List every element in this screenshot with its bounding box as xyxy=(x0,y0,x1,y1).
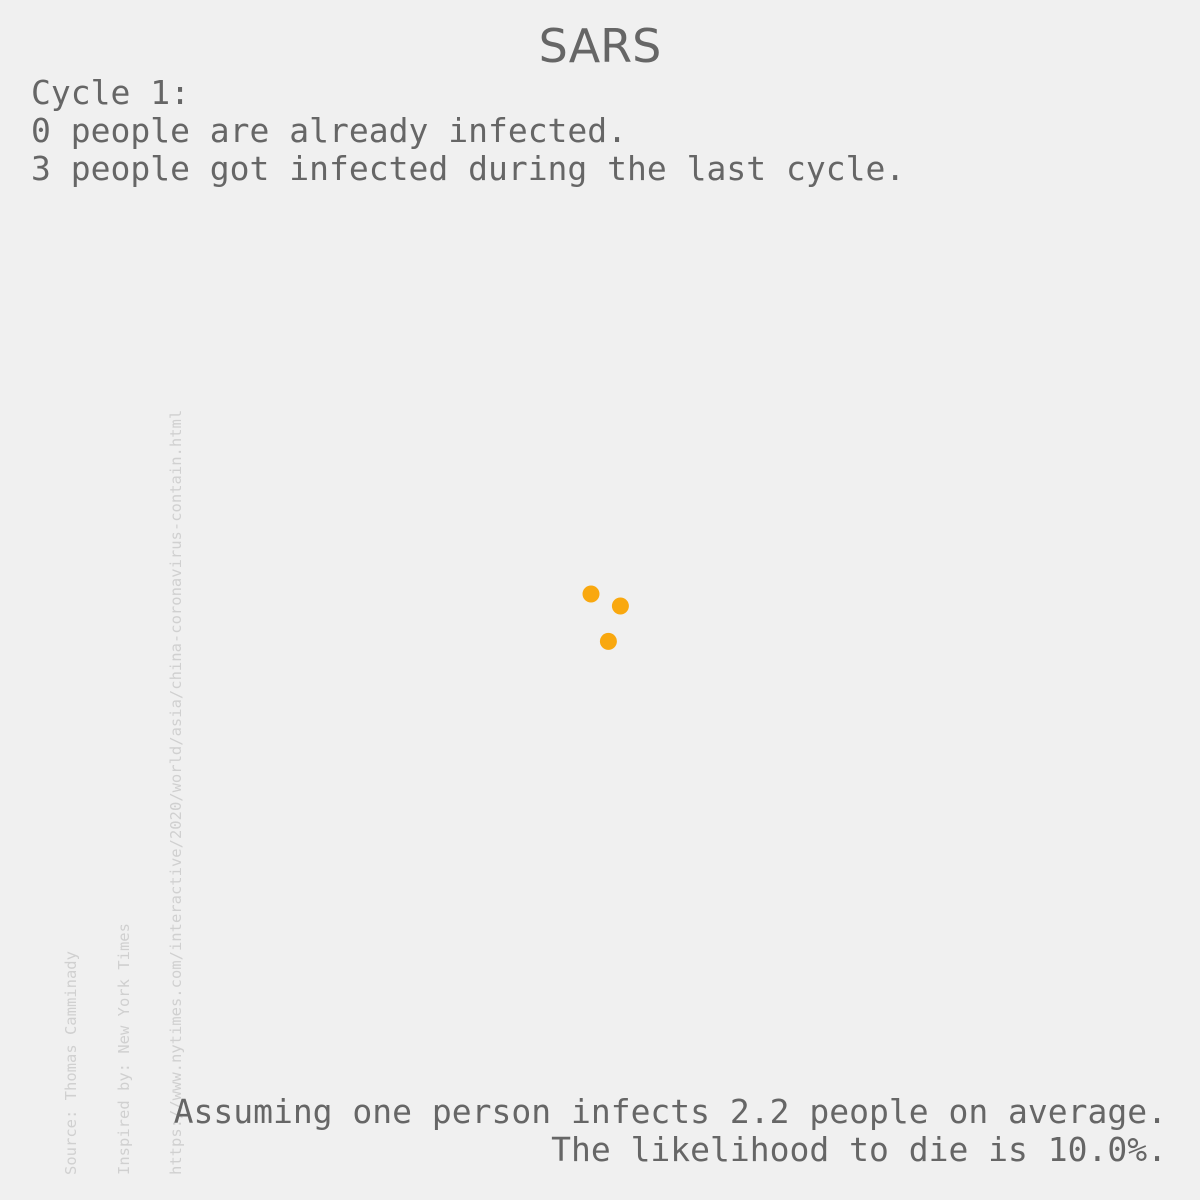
infected-points-layer xyxy=(582,585,629,650)
source-credit: Source: Thomas Camminady Inspired by: Ne… xyxy=(28,410,221,1175)
source-url: https://www.nytimes.com/interactive/2020… xyxy=(167,409,185,1175)
death-likelihood-text: The likelihood to die is 10.0%. xyxy=(551,1130,1167,1169)
cycle-label: Cycle 1: xyxy=(31,73,190,112)
new-infected-text: 3 people got infected during the last cy… xyxy=(31,149,906,188)
infected-person-point xyxy=(611,597,629,615)
assumptions-footer: Assuming one person infects 2.2 people o… xyxy=(174,1093,1167,1169)
infected-person-point xyxy=(599,632,617,650)
already-infected-text: 0 people are already infected. xyxy=(31,111,628,150)
chart-title: SARS xyxy=(538,19,662,73)
r0-assumption-text: Assuming one person infects 2.2 people o… xyxy=(173,1092,1167,1131)
source-author: Source: Thomas Camminady xyxy=(62,951,80,1175)
infected-person-point xyxy=(582,585,600,603)
cycle-status: Cycle 1: 0 people are already infected. … xyxy=(31,74,905,188)
source-inspiration: Inspired by: New York Times xyxy=(114,923,133,1175)
